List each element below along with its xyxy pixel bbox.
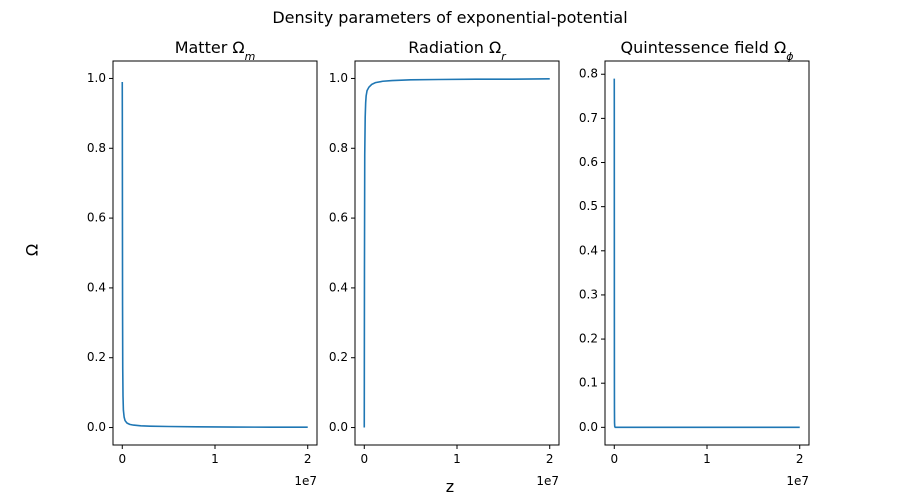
y-tick-label: 0.3 (579, 287, 598, 301)
y-tick-label: 0.6 (87, 211, 106, 225)
y-tick-label: 0.0 (87, 420, 106, 434)
y-tick-label: 0.2 (579, 332, 598, 346)
y-tick-label: 0.8 (579, 67, 598, 81)
y-tick-label: 0.4 (579, 243, 598, 257)
x-tick-label: 1 (211, 452, 219, 466)
matter-panel: 0.0 0.2 0.4 0.6 0.8 1.0 0 1 2 1e7 Matter Ωm (87, 38, 318, 488)
figure-title: Density parameters of exponential-potent… (272, 8, 627, 27)
y-tick-label: 0.4 (329, 280, 348, 294)
x-tick-label: 0 (610, 452, 618, 466)
y-axis-label: Ω (23, 244, 42, 256)
axes-frame (112, 60, 318, 446)
y-tick-label: 0.6 (329, 211, 348, 225)
y-tick-label: 0.0 (579, 420, 598, 434)
panel-title-text: Radiation Ω (408, 38, 501, 57)
x-offset-label: 1e7 (786, 474, 809, 488)
y-tick-label: 1.0 (329, 71, 348, 85)
y-tick-label: 0.6 (579, 155, 598, 169)
x-tick-label: 1 (453, 452, 461, 466)
y-tick-label: 0.1 (579, 376, 598, 390)
y-tick-label: 0.0 (329, 420, 348, 434)
x-tick-label: 1 (703, 452, 711, 466)
panel-title-subscript: r (501, 50, 507, 63)
x-tick-label: 0 (360, 452, 368, 466)
y-tick-label: 0.7 (579, 111, 598, 125)
axes-frame (604, 60, 810, 446)
x-tick-label: 0 (118, 452, 126, 466)
y-tick-label: 0.2 (329, 350, 348, 364)
radiation-panel: 0.0 0.2 0.4 0.6 0.8 1.0 0 1 2 1e7 Radiation Ωr (329, 38, 560, 488)
panel-title-text: Quintessence field Ω (621, 38, 787, 57)
y-tick-label: 0.2 (87, 350, 106, 364)
x-tick-label: 2 (304, 452, 312, 466)
panel-title: Quintessence field Ωϕ (621, 38, 794, 63)
y-tick-label: 0.4 (87, 280, 106, 294)
y-tick-label: 0.8 (87, 141, 106, 155)
panel-title-subscript: ϕ (786, 50, 793, 63)
panel-title-text: Matter Ω (175, 38, 245, 57)
y-tick-label: 0.5 (579, 199, 598, 213)
panel-title: Radiation Ωr (408, 38, 507, 63)
series-line-0 (613, 78, 800, 429)
x-tick-label: 2 (546, 452, 554, 466)
axes-frame (354, 60, 560, 446)
quintessence-panel: 0.0 0.1 0.2 0.3 0.4 0.5 0.6 0.7 0.8 0 1 2 1e7 Quintes… (579, 38, 810, 488)
series-line-0 (121, 81, 308, 429)
x-offset-label: 1e7 (294, 474, 317, 488)
x-axis-label: z (446, 477, 454, 496)
y-tick-label: 0.8 (329, 141, 348, 155)
panel-title-subscript: m (245, 50, 256, 63)
x-offset-label: 1e7 (536, 474, 559, 488)
x-tick-label: 2 (796, 452, 804, 466)
y-tick-label: 1.0 (87, 71, 106, 85)
panel-title: Matter Ωm (175, 38, 256, 63)
series-line-0 (363, 78, 550, 428)
